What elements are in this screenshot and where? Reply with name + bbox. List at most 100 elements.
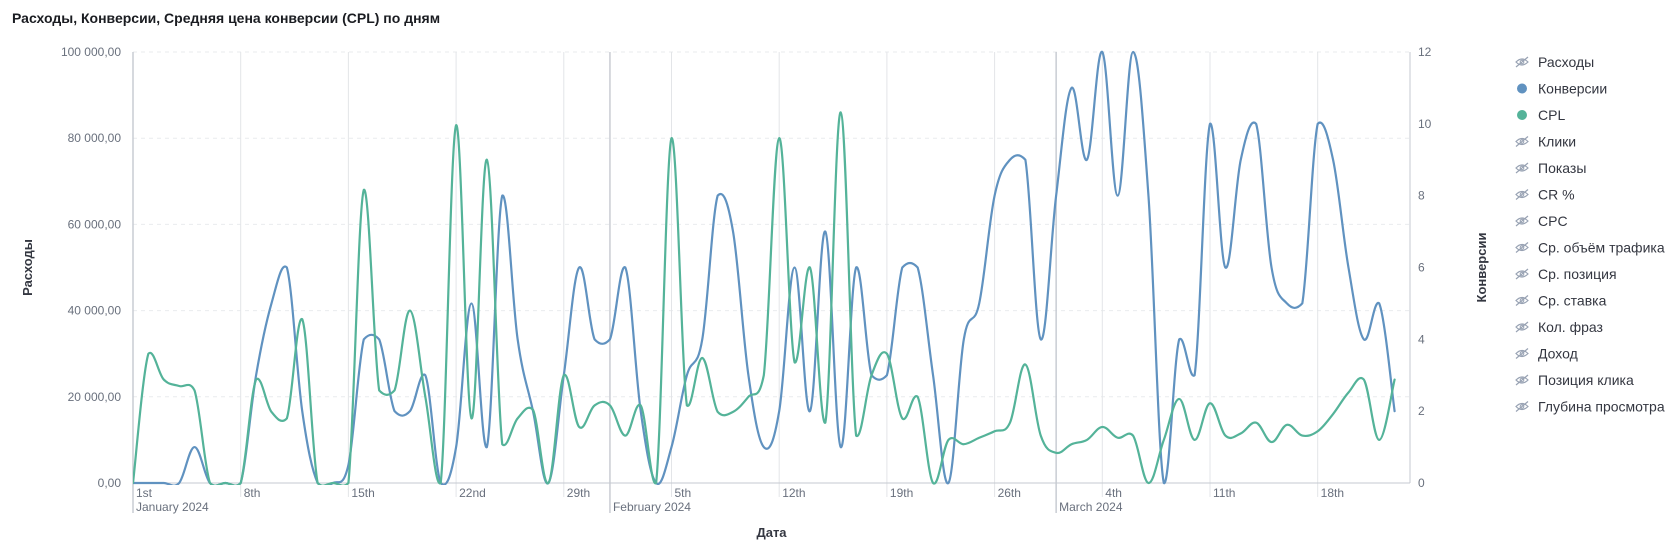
eye-pupil: [1519, 59, 1525, 65]
legend-item[interactable]: Клики: [1515, 134, 1576, 150]
legend-label: Конверсии: [1538, 81, 1607, 97]
eye-pupil: [1519, 245, 1525, 250]
eye-pupil: [1519, 351, 1525, 356]
series-line-conversions: [133, 50, 1396, 485]
eye-closed-icon: [1515, 215, 1529, 227]
y-tick-left-label: 60 000,00: [68, 217, 122, 231]
legend-label: Кол. фраз: [1538, 319, 1603, 335]
x-axis-title: Дата: [756, 525, 787, 540]
legend-item[interactable]: Доход: [1515, 346, 1578, 362]
x-tick-label: 4th: [1105, 486, 1122, 500]
eye-closed-icon: [1515, 401, 1529, 412]
eye-closed-icon: [1515, 189, 1529, 200]
eye-slash: [1515, 295, 1529, 306]
chart-title: Расходы, Конверсии, Средняя цена конверс…: [12, 10, 441, 26]
eye-closed-icon: [1515, 162, 1529, 174]
x-tick-label: 15th: [351, 486, 374, 500]
eye-closed-icon: [1515, 295, 1529, 306]
legend: Расходы Конверсии CPL Клики Показы CR % CPC Ср.…: [1515, 54, 1665, 415]
eye-pupil: [1519, 271, 1525, 277]
eye-closed-icon: [1515, 321, 1529, 333]
eye-slash: [1515, 268, 1529, 280]
eye-pupil: [1519, 165, 1525, 171]
eye-closed-icon: [1515, 374, 1529, 386]
eye-pupil: [1519, 218, 1525, 224]
y-tick-right-label: 10: [1418, 117, 1432, 131]
legend-label: CR %: [1538, 187, 1575, 203]
eye-slash: [1515, 189, 1529, 200]
eye-pupil: [1519, 298, 1525, 303]
y-tick-left-label: 80 000,00: [68, 131, 122, 145]
legend-item[interactable]: Позиция клика: [1515, 372, 1634, 388]
eye-closed-icon: [1515, 242, 1529, 253]
y-axis-right-title: Конверсии: [1474, 233, 1489, 303]
x-major-label: February 2024: [613, 500, 691, 514]
eye-slash: [1515, 348, 1529, 359]
y-tick-right-label: 4: [1418, 332, 1425, 346]
y-tick-left-label: 20 000,00: [68, 390, 122, 404]
legend-item[interactable]: Глубина просмотра: [1515, 399, 1665, 415]
eye-slash: [1515, 215, 1529, 227]
eye-slash: [1515, 162, 1529, 174]
legend-label: CPL: [1538, 107, 1565, 123]
series-line-cpl: [133, 111, 1396, 485]
x-tick-label: 22nd: [459, 486, 486, 500]
x-tick-label: 19th: [890, 486, 913, 500]
x-tick-label: 26th: [998, 486, 1021, 500]
legend-item[interactable]: Показы: [1515, 160, 1586, 176]
legend-label: CPC: [1538, 213, 1568, 229]
y-tick-right-label: 2: [1418, 404, 1425, 418]
legend-item[interactable]: Ср. ставка: [1515, 293, 1607, 309]
eye-pupil: [1519, 139, 1525, 144]
eye-slash: [1515, 136, 1529, 147]
x-major-label: March 2024: [1059, 500, 1123, 514]
eye-pupil: [1519, 377, 1525, 383]
legend-label: Позиция клика: [1538, 372, 1634, 388]
x-major-label: January 2024: [136, 500, 209, 514]
legend-item[interactable]: Ср. позиция: [1515, 266, 1617, 282]
eye-closed-icon: [1515, 56, 1529, 68]
y-axis-left-title: Расходы: [20, 239, 35, 296]
x-tick-label: 18th: [1321, 486, 1344, 500]
eye-slash: [1515, 374, 1529, 386]
eye-slash: [1515, 401, 1529, 412]
y-tick-right-label: 12: [1418, 45, 1432, 59]
eye-pupil: [1519, 404, 1525, 409]
legend-item[interactable]: Кол. фраз: [1515, 319, 1603, 335]
legend-label: Показы: [1538, 160, 1586, 176]
legend-color-dot: [1517, 110, 1527, 120]
x-tick-label: 1st: [136, 486, 153, 500]
y-tick-right-label: 6: [1418, 261, 1425, 275]
y-tick-left-label: 100 000,00: [61, 45, 121, 59]
legend-color-dot: [1517, 83, 1527, 94]
y-tick-left-label: 0,00: [98, 476, 122, 490]
y-tick-right-label: 0: [1418, 476, 1425, 490]
eye-closed-icon: [1515, 268, 1529, 280]
x-tick-label: 8th: [244, 486, 261, 500]
legend-label: Ср. позиция: [1538, 266, 1617, 282]
legend-item[interactable]: CPL: [1517, 107, 1565, 123]
legend-item[interactable]: CR %: [1515, 187, 1575, 203]
eye-slash: [1515, 56, 1529, 68]
legend-label: Глубина просмотра: [1538, 399, 1665, 415]
x-tick-label: 11th: [1213, 486, 1235, 500]
x-tick-label: 29th: [567, 486, 590, 500]
legend-item[interactable]: Расходы: [1515, 54, 1594, 70]
eye-closed-icon: [1515, 348, 1529, 359]
legend-label: Доход: [1538, 346, 1578, 362]
legend-item[interactable]: Конверсии: [1517, 81, 1607, 97]
eye-pupil: [1519, 192, 1525, 197]
legend-item[interactable]: CPC: [1515, 213, 1568, 229]
legend-label: Ср. ставка: [1538, 293, 1607, 309]
x-tick-label: 5th: [674, 486, 691, 500]
x-tick-label: 12th: [782, 486, 805, 500]
eye-slash: [1515, 242, 1529, 253]
y-tick-right-label: 8: [1418, 189, 1425, 203]
eye-slash: [1515, 321, 1529, 333]
eye-closed-icon: [1515, 136, 1529, 147]
y-tick-left-label: 40 000,00: [68, 304, 122, 318]
eye-pupil: [1519, 324, 1525, 330]
legend-item[interactable]: Ср. объём трафика: [1515, 240, 1665, 256]
legend-label: Клики: [1538, 134, 1576, 150]
